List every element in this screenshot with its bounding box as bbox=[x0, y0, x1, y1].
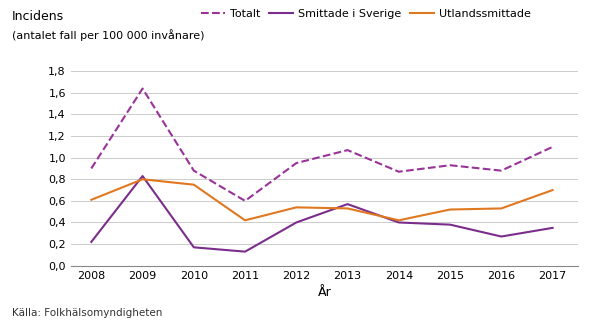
Totalt bbox=[139, 87, 146, 90]
Line: Totalt: Totalt bbox=[91, 88, 553, 201]
Utlandssmittade bbox=[498, 206, 505, 210]
Smittade i Sverige bbox=[395, 221, 402, 225]
Totalt bbox=[190, 169, 197, 173]
Line: Smittade i Sverige: Smittade i Sverige bbox=[91, 176, 553, 252]
Smittade i Sverige bbox=[293, 221, 300, 225]
Text: (antalet fall per 100 000 invånare): (antalet fall per 100 000 invånare) bbox=[12, 29, 204, 41]
Utlandssmittade bbox=[395, 218, 402, 222]
Utlandssmittade bbox=[139, 177, 146, 181]
Utlandssmittade bbox=[549, 188, 556, 192]
Smittade i Sverige bbox=[549, 226, 556, 230]
Smittade i Sverige bbox=[344, 202, 351, 206]
Line: Utlandssmittade: Utlandssmittade bbox=[91, 179, 553, 220]
Smittade i Sverige bbox=[241, 250, 248, 254]
Totalt bbox=[241, 199, 248, 203]
Text: Källa: Folkhälsomyndigheten: Källa: Folkhälsomyndigheten bbox=[12, 307, 162, 318]
Text: Incidens: Incidens bbox=[12, 10, 64, 23]
Utlandssmittade bbox=[447, 208, 454, 212]
Smittade i Sverige bbox=[190, 245, 197, 249]
Smittade i Sverige bbox=[88, 240, 95, 244]
Totalt bbox=[447, 163, 454, 167]
Utlandssmittade bbox=[293, 205, 300, 209]
Utlandssmittade bbox=[88, 198, 95, 202]
Smittade i Sverige bbox=[498, 235, 505, 238]
Totalt bbox=[88, 167, 95, 170]
Totalt bbox=[293, 161, 300, 165]
Totalt bbox=[344, 148, 351, 152]
Smittade i Sverige bbox=[139, 174, 146, 178]
Totalt bbox=[549, 145, 556, 149]
Utlandssmittade bbox=[344, 206, 351, 210]
Totalt bbox=[395, 170, 402, 174]
Utlandssmittade bbox=[241, 218, 248, 222]
Smittade i Sverige bbox=[447, 223, 454, 226]
Utlandssmittade bbox=[190, 183, 197, 187]
X-axis label: År: År bbox=[317, 286, 332, 299]
Totalt bbox=[498, 169, 505, 173]
Legend: Totalt, Smittade i Sverige, Utlandssmittade: Totalt, Smittade i Sverige, Utlandssmitt… bbox=[201, 9, 531, 19]
